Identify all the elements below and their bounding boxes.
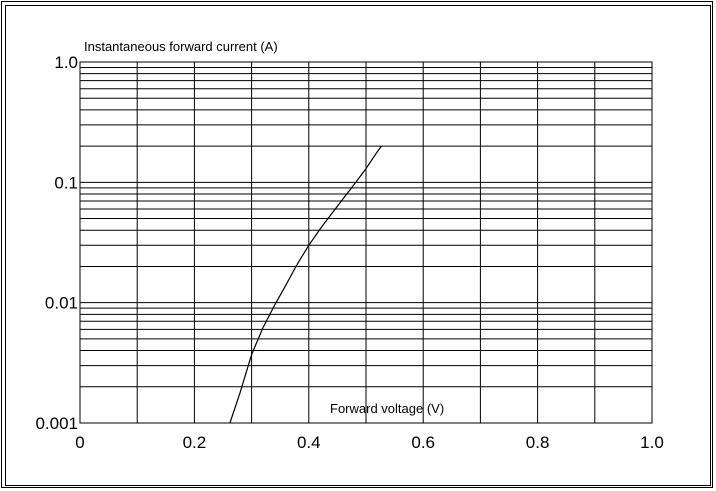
x-tick-label: 1.0 bbox=[640, 433, 664, 452]
x-tick-label: 0.4 bbox=[297, 433, 321, 452]
x-tick-labels: 0 0.2 0.4 0.6 0.8 1.0 bbox=[75, 433, 664, 452]
x-axis-title: Forward voltage (V) bbox=[330, 401, 444, 416]
grid bbox=[80, 62, 652, 423]
x-tick-label: 0 bbox=[75, 433, 84, 452]
plot-border bbox=[79, 61, 653, 424]
y-tick-label: 1.0 bbox=[54, 53, 78, 72]
forward-characteristic-curve bbox=[229, 145, 382, 424]
x-tick-label: 0.2 bbox=[183, 433, 207, 452]
inner-frame bbox=[5, 5, 711, 486]
y-tick-label: 0.1 bbox=[54, 173, 78, 192]
y-tick-label: 0.001 bbox=[35, 414, 78, 433]
x-tick-label: 0.6 bbox=[411, 433, 435, 452]
y-axis-title: Instantaneous forward current (A) bbox=[84, 39, 278, 54]
x-tick-label: 0.8 bbox=[526, 433, 550, 452]
y-tick-labels: 0.001 0.01 0.1 1.0 bbox=[35, 53, 78, 433]
y-tick-label: 0.01 bbox=[45, 294, 78, 313]
